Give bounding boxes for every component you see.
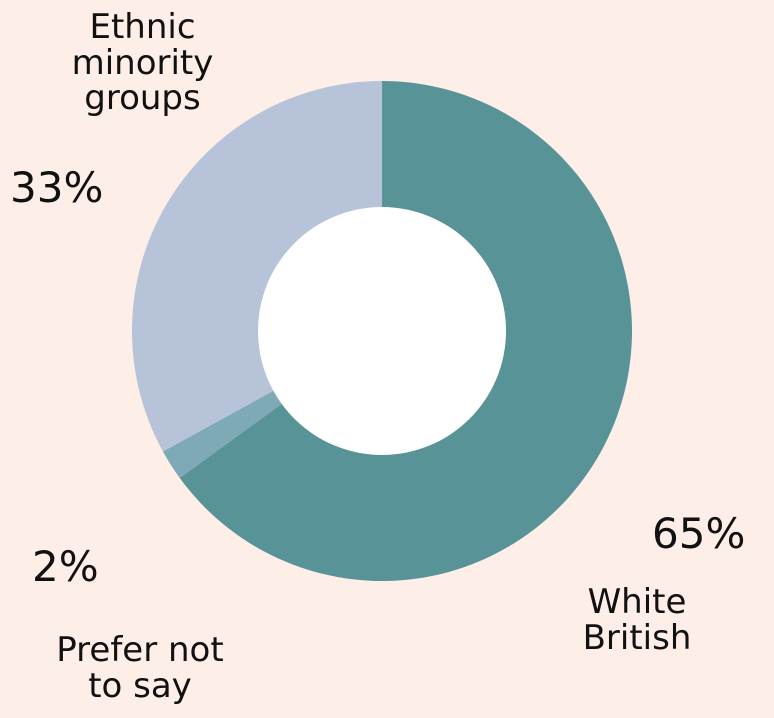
- slice-percent-ethnic-minority-groups: 33%: [10, 163, 104, 212]
- slice-label-ethnic-minority-groups: Ethnic minority groups: [71, 7, 214, 119]
- slice-percent-prefer-not-to-say: 2%: [32, 542, 99, 591]
- slice-percent-white-british: 65%: [652, 509, 746, 558]
- slice-label-white-british: White British: [582, 582, 692, 658]
- slice-label-prefer-not-to-say: Prefer not to say: [56, 630, 224, 706]
- donut-hole: [258, 207, 506, 455]
